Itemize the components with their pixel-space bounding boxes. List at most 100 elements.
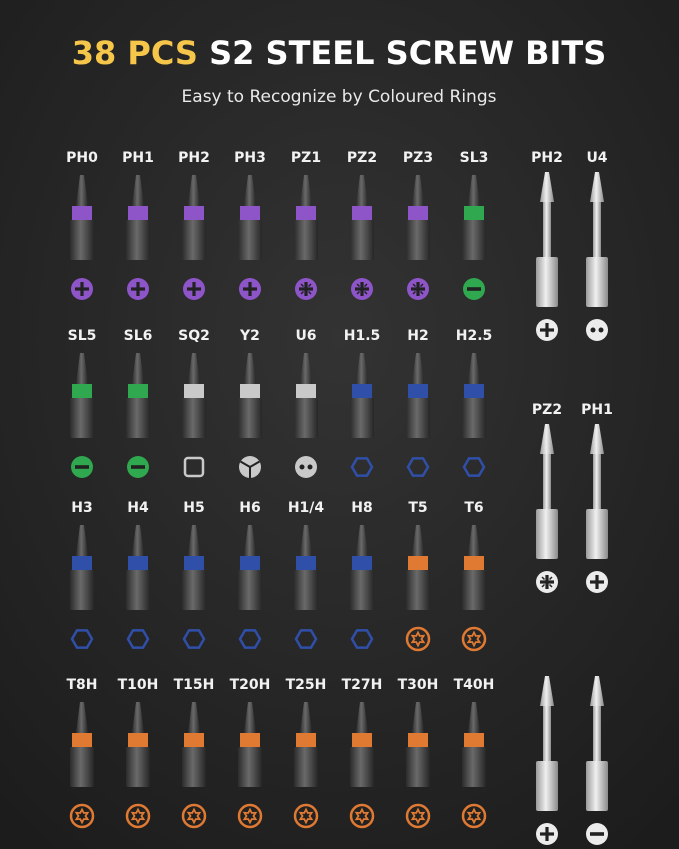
icon-hex: [70, 629, 94, 649]
bit-ring: [408, 733, 428, 747]
bit-shank: [294, 747, 318, 787]
bit-ring: [128, 733, 148, 747]
icon-stroke: [307, 290, 312, 295]
bit-tip: [590, 424, 604, 454]
type-icon: [293, 803, 319, 829]
bit-label: T6: [464, 500, 483, 516]
bit-ring: [408, 556, 428, 570]
icon-star: [298, 807, 314, 825]
icon-stroke: [467, 287, 481, 291]
icon-stroke: [249, 460, 261, 468]
bit-label: PH1: [581, 402, 613, 418]
icon-stroke: [363, 290, 368, 295]
bit-ring: [184, 384, 204, 398]
type-icon: [239, 456, 261, 478]
icon-stroke: [248, 282, 252, 296]
bit-shank: [238, 747, 262, 787]
bit-shaft: [593, 706, 601, 761]
bit-ring: [464, 733, 484, 747]
icon-stroke: [363, 283, 368, 288]
bit-tip: [76, 525, 88, 556]
type-icon: [407, 278, 429, 300]
bit-label: H1.5: [344, 328, 381, 344]
icon-hex: [294, 629, 318, 649]
screw-bit: [70, 525, 94, 610]
bit-label: T8H: [66, 677, 97, 693]
icon-stroke: [545, 827, 549, 841]
bit-tip: [356, 353, 368, 384]
bit-ring: [240, 733, 260, 747]
icon-dot: [598, 327, 604, 333]
bit-label: H2: [407, 328, 428, 344]
bit-label: T10H: [118, 677, 159, 693]
bit-tip: [244, 175, 256, 206]
icon-hex: [350, 457, 374, 477]
icon-disc: [237, 803, 263, 829]
bit-shank: [294, 398, 318, 438]
bit-ring: [408, 206, 428, 220]
screw-bit: [350, 525, 374, 610]
screw-bit: [294, 353, 318, 438]
icon-stroke: [545, 575, 549, 589]
type-icon: [294, 629, 318, 649]
type-icon: [461, 803, 487, 829]
bit-shank: [586, 509, 608, 559]
icon-hex: [462, 457, 486, 477]
bit-ring: [72, 556, 92, 570]
icon-stroke: [590, 832, 604, 836]
type-icon: [351, 278, 373, 300]
icon-stroke: [416, 282, 420, 296]
bit-shank: [70, 747, 94, 787]
type-icon: [181, 803, 207, 829]
bit-label: SL3: [460, 150, 489, 166]
icon-star: [130, 807, 146, 825]
screw-bit: [126, 175, 150, 260]
type-icon: [295, 278, 317, 300]
bit-label: H8: [351, 500, 372, 516]
type-icon: [586, 319, 608, 341]
bit-ring: [408, 384, 428, 398]
bit-shank: [350, 398, 374, 438]
type-icon: [182, 629, 206, 649]
icon-disc: [125, 803, 151, 829]
icon-stroke: [548, 576, 553, 581]
bit-shank: [126, 747, 150, 787]
type-icon: [586, 823, 608, 845]
bit-label: PH0: [66, 150, 98, 166]
bit-label: H3: [71, 500, 92, 516]
bit-tip: [188, 702, 200, 733]
type-icon: [463, 278, 485, 300]
icon-hex: [238, 629, 262, 649]
screw-bit: [126, 353, 150, 438]
bit-tip: [188, 175, 200, 206]
screw-bit: [126, 702, 150, 787]
bit-ring: [296, 206, 316, 220]
bit-shank: [406, 220, 430, 260]
type-icon: [239, 278, 261, 300]
icon-star: [242, 807, 258, 825]
bit-shank: [238, 220, 262, 260]
bit-label: T20H: [230, 677, 271, 693]
type-icon: [462, 457, 486, 477]
bit-ring: [240, 556, 260, 570]
icon-disc: [586, 319, 608, 341]
bit-tip: [468, 353, 480, 384]
type-icon: [238, 629, 262, 649]
icon-stroke: [595, 575, 599, 589]
title-rest: S2 STEEL SCREW BITS: [209, 34, 606, 72]
bit-label: T5: [408, 500, 427, 516]
screw-bit: [182, 175, 206, 260]
type-icon: [183, 456, 205, 478]
screw-bit: [462, 175, 486, 260]
screw-bit: [238, 175, 262, 260]
type-icon: [536, 571, 558, 593]
icon-disc: [461, 626, 487, 652]
bit-shank: [294, 220, 318, 260]
bit-tip: [244, 525, 256, 556]
screw-bit: [70, 175, 94, 260]
bit-shank: [462, 398, 486, 438]
icon-star: [410, 630, 426, 648]
bit-ring: [352, 556, 372, 570]
bit-shank: [350, 220, 374, 260]
icon-stroke: [136, 282, 140, 296]
